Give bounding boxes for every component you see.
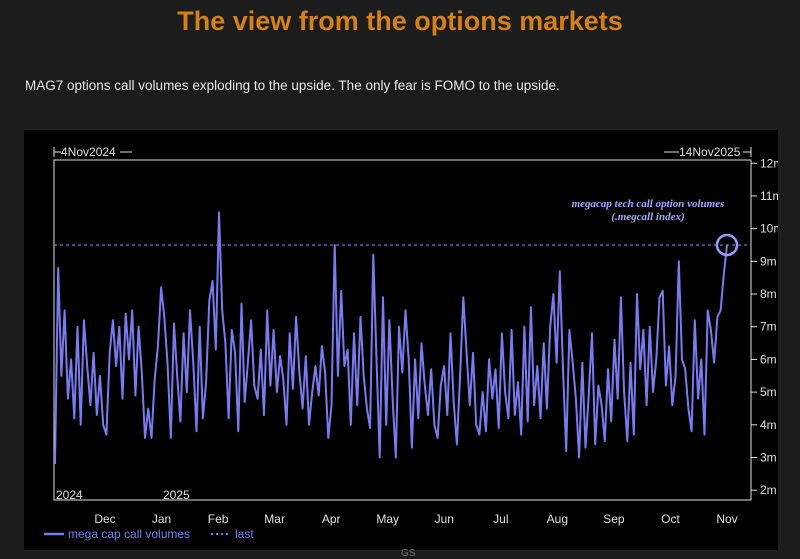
series-line-mega-cap-call-volumes (54, 211, 728, 465)
x-tick-label: Nov (716, 512, 737, 526)
x-tick-label: Aug (547, 512, 568, 526)
x-tick-label: May (376, 512, 399, 526)
x-tick-label: Feb (208, 512, 229, 526)
chart-frame: 4Nov2024 14Nov2025 2m 3m 4m 5m 6m 7m 8m 9m 10m 11… (24, 130, 778, 550)
y-axis: 2m 3m 4m 5m 6m 7m 8m 9m 10m 11m 12m (751, 156, 778, 497)
x-tick-label: Jun (435, 512, 454, 526)
y-tick-label: 6m (760, 352, 777, 366)
y-tick-label: 8m (760, 287, 777, 301)
x-tick-label: Mar (264, 512, 285, 526)
last-value-circle (715, 233, 739, 257)
legend-last-label: last (235, 527, 254, 541)
y-tick-label: 5m (760, 385, 777, 399)
x-tick-label: Sep (603, 512, 625, 526)
y-tick-label: 9m (760, 254, 777, 268)
chart-svg: 4Nov2024 14Nov2025 2m 3m 4m 5m 6m 7m 8m 9m 10m 11… (44, 145, 778, 541)
annotation-title: megacap tech call option volumes (572, 198, 725, 210)
year-label-2024: 2024 (56, 488, 83, 502)
plot-border (53, 159, 752, 501)
y-tick-label: 4m (760, 418, 777, 432)
subtitle: MAG7 options call volumes exploding to t… (25, 78, 560, 93)
page-title: The view from the options markets (177, 6, 623, 36)
y-tick-label: 12m (760, 156, 778, 170)
y-tick-label: 11m (760, 189, 778, 203)
y-tick-label: 3m (760, 451, 777, 465)
y-tick-label: 7m (760, 320, 777, 334)
x-tick-label: Dec (94, 512, 115, 526)
date-end-label: 14Nov2025 (679, 145, 741, 159)
x-tick-label: Apr (322, 512, 341, 526)
legend-series-label: mega cap call volumes (68, 527, 190, 541)
annotation-subtitle: (.megcall index) (611, 211, 684, 223)
x-tick-label: Oct (661, 512, 680, 526)
date-start-label: 4Nov2024 (61, 145, 116, 159)
x-tick-label: Jan (152, 512, 171, 526)
y-tick-label: 10m (760, 222, 778, 236)
x-tick-label: Jul (493, 512, 508, 526)
source-label: GS (401, 548, 416, 559)
x-axis: Dec Jan Feb Mar Apr May Jun Jul Aug Sep Oct Nov (94, 512, 737, 526)
year-label-2025: 2025 (163, 488, 190, 502)
y-tick-label: 2m (760, 483, 777, 497)
